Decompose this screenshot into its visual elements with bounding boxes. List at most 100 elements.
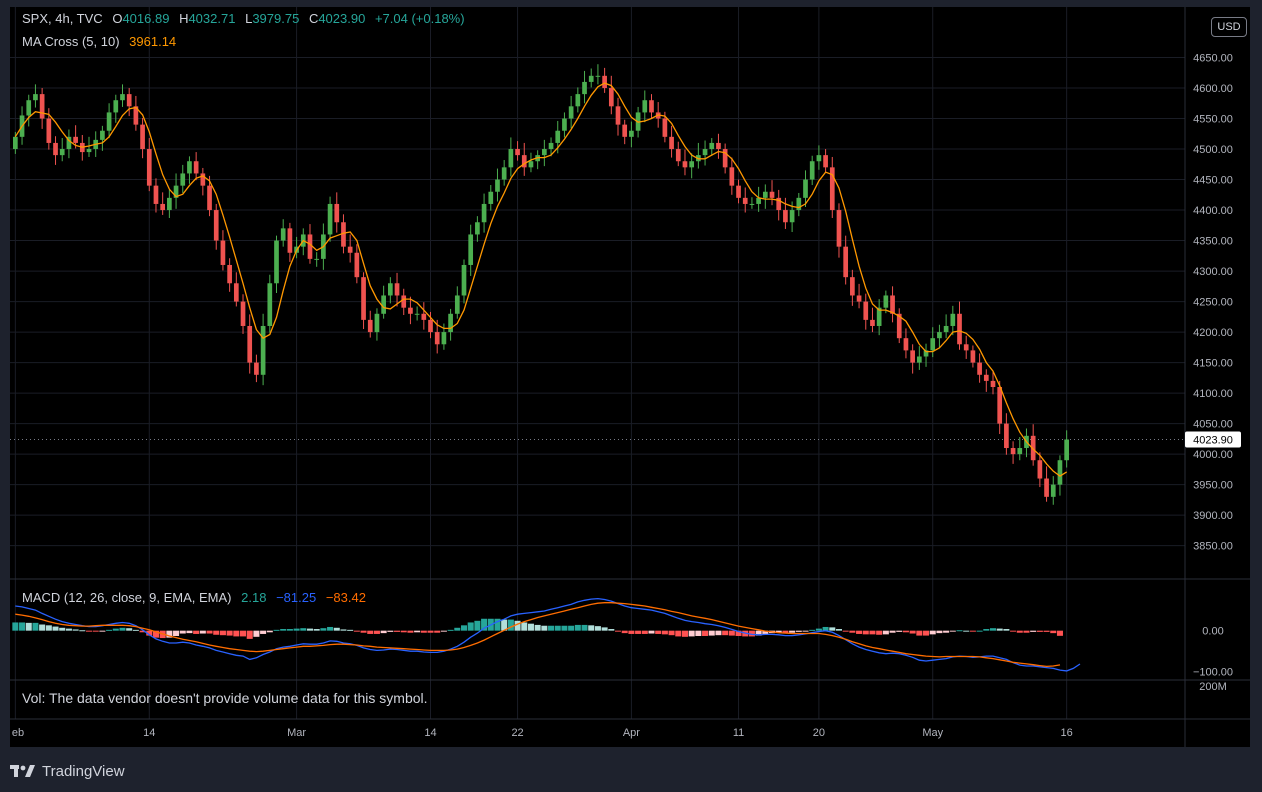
candle-body (173, 185, 179, 198)
macd-hist-bar (695, 630, 702, 636)
macd-hist-bar (52, 626, 59, 631)
candle-body (749, 203, 755, 205)
macd-hist-bar (762, 630, 769, 634)
candle (280, 219, 286, 247)
macd-hist-bar (882, 630, 889, 635)
candle-body (367, 319, 373, 333)
macd-hist-bar (126, 628, 133, 631)
price-tick-label: 4400.00 (1193, 205, 1233, 217)
candle-body (675, 149, 681, 162)
candle (495, 168, 500, 202)
candle-body (702, 149, 708, 156)
candle-body (46, 118, 52, 143)
macd-hist-bar (360, 630, 367, 633)
candle-body (39, 94, 45, 119)
candle (167, 189, 172, 218)
chart-canvas[interactable]: 3850.00 3900.00 3950.00 4000.00 4050.00 4100.… (10, 7, 1250, 747)
candle (120, 84, 125, 107)
candle (629, 121, 634, 148)
currency-badge[interactable]: USD (1211, 17, 1247, 37)
candle-body (521, 155, 527, 168)
macd-hist-bar (702, 630, 709, 636)
candle (1004, 413, 1009, 455)
candle-body (742, 197, 748, 204)
macd-hist-bar (521, 622, 528, 631)
macd-axis[interactable]: 0.00 −100.00 (1193, 626, 1233, 679)
candle (602, 67, 607, 93)
volume-note: Vol: The data vendor doesn't provide vol… (22, 690, 428, 706)
macd-hist-bar (541, 625, 548, 631)
macd-hist-bar (414, 630, 421, 633)
tradingview-footer[interactable]: TradingView (10, 760, 125, 782)
macd-hist-bar (260, 630, 267, 634)
candle (890, 286, 895, 323)
ma-label[interactable]: MA Cross (5, 10) (22, 34, 120, 49)
ohlc-change: +7.04 (+0.18%) (374, 11, 465, 26)
macd-hist-bar (896, 630, 903, 632)
candle (428, 311, 433, 339)
candle-body (475, 222, 480, 235)
candle-body (662, 118, 668, 137)
candle (254, 354, 259, 383)
macd-hist-bar (554, 625, 561, 631)
candle (53, 136, 58, 165)
macd-hist-bar (983, 629, 990, 631)
macd-hist-bar (32, 622, 39, 631)
candle-body (843, 246, 849, 278)
macd-tick-label: 0.00 (1202, 626, 1223, 638)
candle (247, 314, 253, 374)
macd-hist-bar (1023, 630, 1030, 633)
macd-hist-bar (943, 630, 950, 633)
ohlc-low: L3979.75 (245, 11, 300, 26)
price-tick-label: 4200.00 (1193, 327, 1233, 339)
candles-layer (13, 64, 1069, 505)
candle (682, 149, 688, 176)
candle (240, 294, 246, 334)
candle-body (809, 161, 815, 180)
macd-hist-bar (1036, 630, 1043, 632)
ma-legend[interactable]: MA Cross (5, 10) 3961.14 (22, 34, 182, 49)
candle-body (943, 325, 949, 333)
symbol-title[interactable]: SPX, 4h, TVC (22, 11, 103, 26)
symbol-legend[interactable]: SPX, 4h, TVC O4016.89 H4032.71 L3979.75 … (22, 11, 471, 26)
chart-frame[interactable]: 3850.00 3900.00 3950.00 4000.00 4050.00 4100.… (10, 7, 1250, 747)
macd-hist-bar (708, 630, 715, 636)
candle (943, 314, 949, 339)
candle-body (213, 210, 219, 241)
candle (762, 184, 768, 209)
candle-body (160, 203, 166, 211)
candle (515, 141, 520, 161)
macd-hist-bar (996, 628, 1003, 631)
macd-hist-bar (534, 624, 541, 631)
candle (850, 269, 855, 306)
time-axis[interactable]: eb 14 Mar 14 22 Apr 11 20 May 16 (12, 727, 1073, 739)
macd-label[interactable]: MACD (12, 26, close, 9, EMA, EMA) (22, 590, 232, 605)
candle-body (816, 155, 822, 162)
macd-hist-bar (85, 630, 93, 632)
macd-hist-bar (219, 630, 226, 636)
candle (883, 290, 889, 314)
last-price-label: 4023.90 (1185, 431, 1241, 448)
macd-legend[interactable]: MACD (12, 26, close, 9, EMA, EMA) 2.18 −… (22, 590, 372, 605)
candle-body (1017, 448, 1023, 455)
candle-body (133, 106, 139, 125)
price-tick-label: 3900.00 (1193, 510, 1233, 522)
candle (267, 274, 273, 333)
candle (916, 346, 922, 370)
candle-body (347, 246, 353, 253)
macd-hist-bar (313, 629, 320, 631)
candle (622, 119, 628, 145)
candle-body (374, 313, 380, 333)
macd-hist-bar (822, 626, 829, 631)
macd-hist-bar (949, 630, 956, 632)
macd-hist-bar (394, 630, 401, 632)
candle-body (649, 100, 654, 113)
candle (33, 84, 38, 108)
price-grid (10, 7, 1185, 719)
time-tick-label: 14 (143, 727, 155, 739)
candle (133, 95, 139, 131)
price-axis[interactable]: 3850.00 3900.00 3950.00 4000.00 4050.00 4100.… (1193, 53, 1233, 553)
candle-body (495, 179, 500, 192)
candle (696, 142, 701, 169)
candle-body (1037, 460, 1043, 479)
